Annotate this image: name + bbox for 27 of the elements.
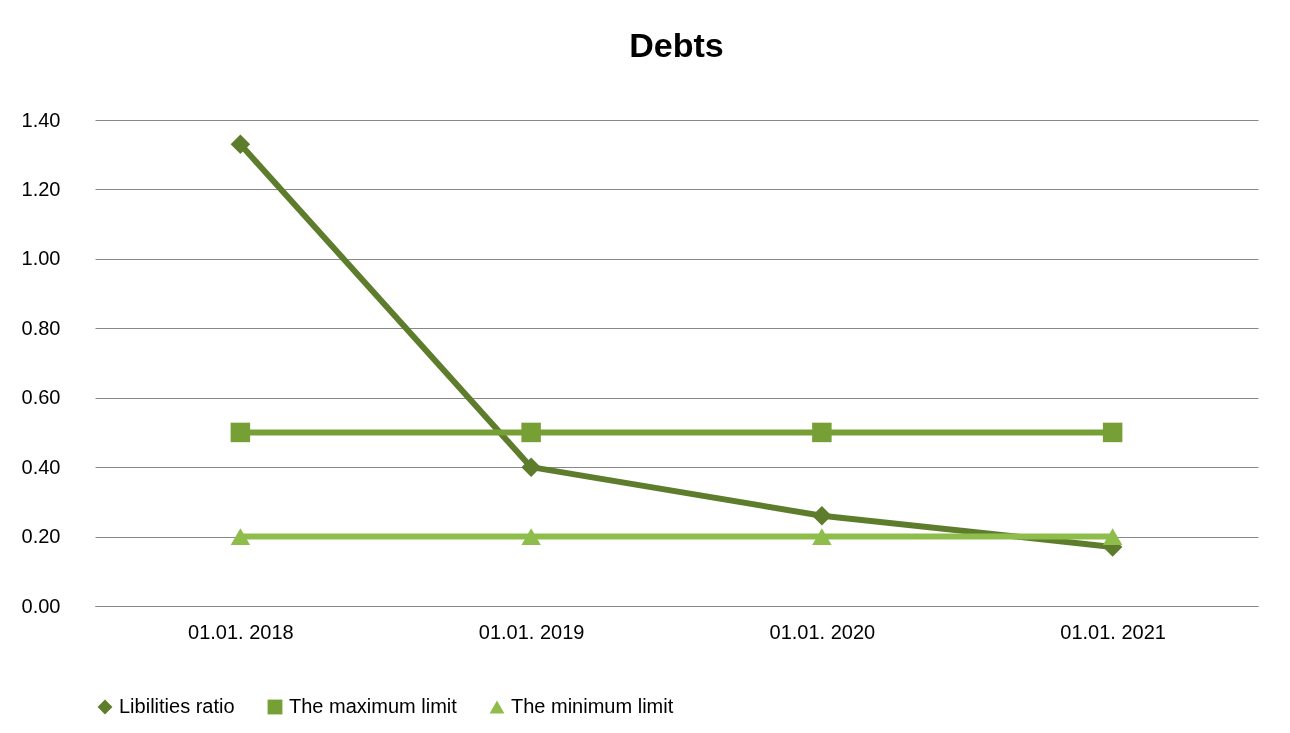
x-tick-label: 01.01. 2019 <box>478 620 585 643</box>
point <box>1102 528 1123 546</box>
point <box>812 422 832 443</box>
chart-title: Debts <box>629 26 724 64</box>
y-tick-label: 1.40 <box>21 108 61 131</box>
point <box>812 506 832 526</box>
point <box>521 457 541 477</box>
y-tick-label: 0.40 <box>21 455 61 478</box>
x-tick-label: 01.01. 2020 <box>769 620 876 643</box>
point <box>1102 422 1123 443</box>
y-tick-label: 0.00 <box>21 594 61 617</box>
point <box>521 422 541 443</box>
point <box>812 528 832 546</box>
legend-label: Libilities ratio <box>119 695 235 717</box>
legend-label: The minimum limit <box>511 695 674 717</box>
point <box>521 528 541 546</box>
y-tick-label: 1.20 <box>21 177 61 200</box>
y-tick-label: 0.20 <box>21 525 61 548</box>
x-tick-label: 01.01. 2018 <box>188 620 294 643</box>
point <box>230 134 251 155</box>
y-tick-label: 0.60 <box>21 386 61 409</box>
legend-label: The maximum limit <box>289 695 458 717</box>
y-tick-label: 1.00 <box>21 247 61 270</box>
x-tick-label: 01.01. 2021 <box>1060 620 1166 643</box>
point <box>230 528 251 546</box>
y-tick-label: 0.80 <box>21 316 61 339</box>
point <box>230 422 251 443</box>
